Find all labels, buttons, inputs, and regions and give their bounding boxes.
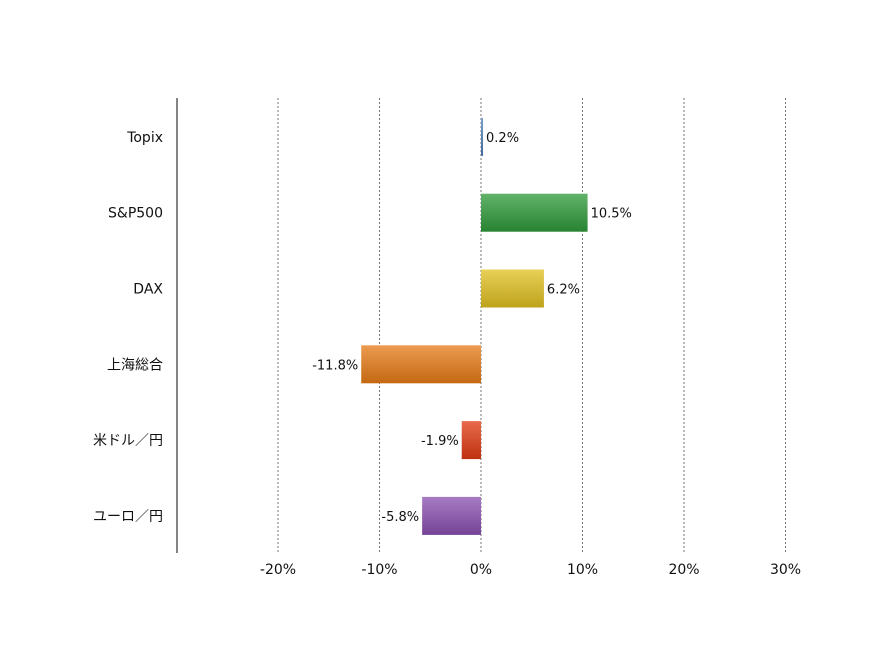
bar <box>481 269 544 308</box>
category-label: S&P500 <box>108 206 163 222</box>
x-tick-label: 20% <box>668 562 699 578</box>
x-tick-label: 10% <box>567 562 598 578</box>
value-label: -1.9% <box>421 434 459 449</box>
value-label: 10.5% <box>591 207 632 222</box>
category-label: 上海総合 <box>107 357 163 373</box>
value-label: 0.2% <box>486 131 519 146</box>
value-label: -11.8% <box>312 358 358 373</box>
x-tick-labels: -20% -10% 0% 10% 20% 30% <box>260 562 801 578</box>
category-label: ユーロ／円 <box>93 509 163 525</box>
x-tick-label: 30% <box>770 562 801 578</box>
value-labels: 0.2% 10.5% 6.2% -11.8% -1.9% -5.8% <box>312 131 632 525</box>
bar <box>422 496 481 535</box>
bar <box>481 117 484 156</box>
bar <box>481 193 588 232</box>
value-label: -5.8% <box>381 510 419 525</box>
category-label: DAX <box>133 282 163 298</box>
x-tick-label: -20% <box>260 562 296 578</box>
bar <box>361 345 481 384</box>
category-label: Topix <box>126 130 163 146</box>
category-label: 米ドル／円 <box>93 433 163 449</box>
bars <box>361 117 588 535</box>
bar <box>461 421 481 460</box>
value-label: 6.2% <box>547 283 580 298</box>
x-tick-label: -10% <box>361 562 397 578</box>
x-tick-label: 0% <box>470 562 492 578</box>
grid-lines <box>277 98 786 553</box>
